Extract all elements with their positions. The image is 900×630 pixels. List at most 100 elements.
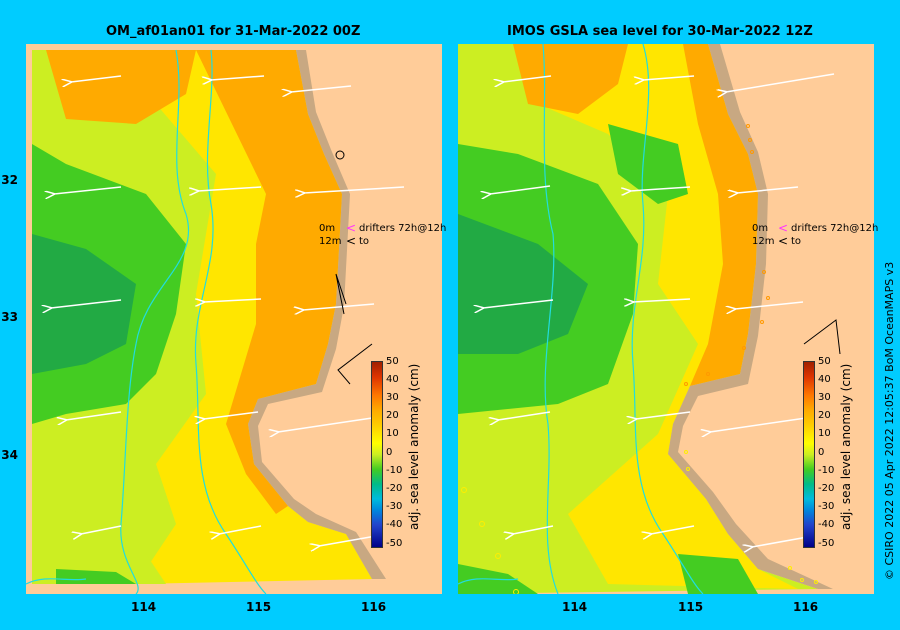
x-tick-right-115: 115 (678, 600, 704, 614)
ocean-orange-north (46, 50, 196, 124)
colorbar-tick: 20 (818, 410, 831, 421)
x-tick-left-116: 116 (361, 600, 387, 614)
left-map-svg (26, 44, 442, 594)
legend-drifter-black-arrow-icon: < (778, 234, 789, 248)
ocean-orange-north (513, 44, 628, 114)
colorbar-tick: 50 (386, 356, 399, 367)
drifter-marker-icon (686, 467, 690, 471)
x-tick-right-116: 116 (793, 600, 819, 614)
credit-text: © CSIRO 2022 05 Apr 2022 12:05:37 BoM Oc… (883, 261, 896, 580)
velocity-arrow-icon (490, 185, 551, 194)
velocity-arrow-icon (319, 535, 377, 546)
drifter-marker-icon (762, 270, 766, 274)
velocity-arrow-icon (737, 186, 799, 193)
colorbar-tick: -50 (818, 538, 835, 549)
colorbar-tick: -10 (386, 465, 403, 476)
colorbar-tick: -40 (818, 519, 835, 530)
legend-depth-0m-left: 0m (319, 223, 336, 234)
bathymetry-contour (631, 44, 704, 594)
wind-barb-icon (803, 319, 841, 355)
velocity-arrow-icon (633, 299, 691, 302)
ocean-orange (196, 50, 342, 514)
legend-depth-12m-right: 12m (752, 236, 775, 247)
drifter-marker-icon (760, 320, 764, 324)
drifter-marker-icon (800, 578, 804, 582)
drifter-marker-icon (746, 124, 750, 128)
right-map-panel[interactable] (458, 44, 874, 594)
ocean-green-patch (608, 124, 688, 204)
velocity-arrow-icon (503, 75, 552, 82)
y-tick-33: 33 (1, 310, 18, 324)
colorbar-tick: 10 (386, 428, 399, 439)
y-tick-34: 34 (1, 448, 18, 462)
location-marker-icon (335, 150, 345, 160)
colorbar-label-left: adj. sea level anomaly (cm) (407, 363, 421, 530)
drifter-marker-icon (461, 487, 467, 493)
colorbar-tick: 20 (386, 410, 399, 421)
colorbar-label-right: adj. sea level anomaly (cm) (839, 363, 853, 530)
x-tick-left-114: 114 (131, 600, 157, 614)
left-map-panel[interactable] (26, 44, 442, 594)
colorbar-tick: 40 (386, 374, 399, 385)
colorbar-tick: -40 (386, 519, 403, 530)
wind-barb-icon (337, 343, 373, 385)
velocity-arrow-icon (204, 411, 259, 419)
velocity-arrow-icon (636, 411, 691, 419)
velocity-arrow-icon (291, 85, 352, 92)
drifter-marker-icon (706, 372, 710, 376)
velocity-arrow-icon (278, 417, 373, 432)
colorbar-left (371, 361, 383, 548)
ocean-green-south (678, 554, 758, 594)
velocity-arrow-icon (211, 75, 265, 80)
bathymetry-contour (26, 578, 87, 585)
legend-to-text-right: to (791, 236, 802, 247)
velocity-arrow-icon (303, 303, 375, 310)
wind-barb-icon (335, 273, 347, 315)
velocity-arrow-icon (81, 525, 122, 534)
velocity-arrow-icon (630, 186, 691, 191)
legend-drifters-text-right: drifters 72h@12h (791, 223, 879, 234)
ocean-orange (683, 44, 758, 386)
drifter-marker-icon (495, 553, 501, 559)
drifter-marker-icon (766, 296, 770, 300)
legend-drifters-text-left: drifters 72h@12h (359, 223, 447, 234)
velocity-arrow-icon (304, 186, 405, 193)
velocity-arrows (51, 75, 405, 546)
legend-depth-12m-left: 12m (319, 236, 342, 247)
velocity-arrow-icon (198, 186, 262, 191)
right-map-title: IMOS GSLA sea level for 30-Mar-2022 12Z (507, 24, 813, 39)
velocity-arrow-icon (204, 299, 262, 302)
velocity-arrow-icon (66, 411, 122, 420)
right-map-svg (458, 44, 874, 594)
drifter-marker-icon (788, 566, 792, 570)
colorbar-tick: -30 (818, 501, 835, 512)
legend-depth-0m-right: 0m (752, 223, 769, 234)
coastline (668, 44, 833, 589)
velocity-arrow-icon (71, 75, 122, 82)
velocity-arrows (483, 73, 835, 547)
drifter-marker-icon (479, 521, 485, 527)
drifter-marker-icon (750, 150, 754, 154)
y-tick-32: 32 (1, 173, 18, 187)
velocity-arrow-icon (651, 525, 695, 534)
colorbar-tick: 30 (818, 392, 831, 403)
velocity-arrow-icon (710, 417, 807, 432)
colorbar-tick: 30 (386, 392, 399, 403)
colorbar-tick: -30 (386, 501, 403, 512)
colorbar-tick: 10 (818, 428, 831, 439)
velocity-arrow-icon (498, 411, 551, 420)
velocity-arrow-icon (726, 73, 835, 92)
velocity-arrow-icon (54, 186, 122, 194)
left-map-title: OM_af01an01 for 31-Mar-2022 00Z (106, 24, 361, 39)
bathymetry-contour (458, 578, 519, 585)
colorbar-tick: 40 (818, 374, 831, 385)
colorbar-tick: 0 (386, 447, 393, 458)
colorbar-tick: -50 (386, 538, 403, 549)
ocean-light-green-south (32, 494, 166, 584)
drifter-marker-icon (814, 580, 818, 584)
bathymetry-contour (542, 44, 559, 594)
velocity-arrow-icon (735, 301, 804, 309)
velocity-arrow-icon (643, 75, 695, 80)
colorbar-right (803, 361, 815, 548)
drifter-marker-icon (513, 589, 519, 594)
